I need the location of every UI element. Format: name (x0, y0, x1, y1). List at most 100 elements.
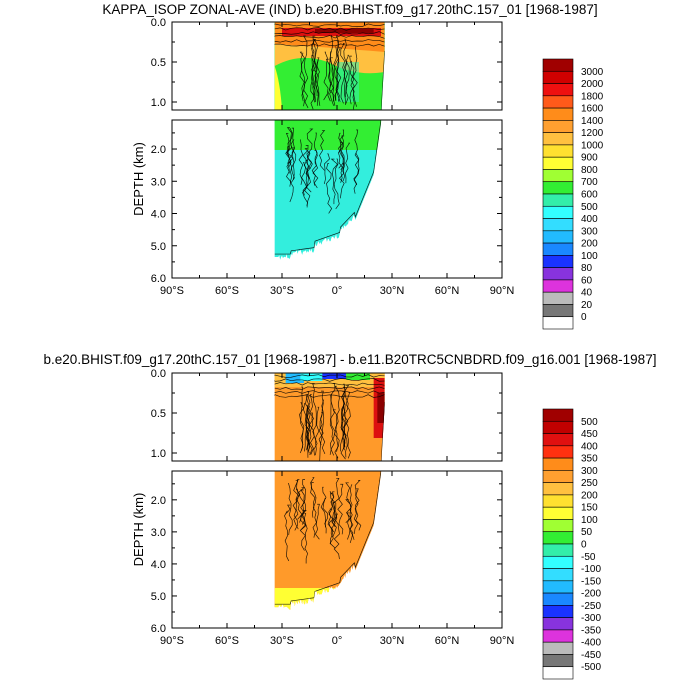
y-tick-label: 1.0 (151, 97, 166, 109)
x-tick-label: 30°N (380, 285, 405, 297)
colorbar-label: 1200 (581, 128, 604, 139)
colorbar-label: -400 (581, 638, 601, 649)
x-tick-label: 30°S (270, 635, 294, 647)
colorbar-label: 3000 (581, 67, 604, 78)
colorbar-label: 700 (581, 177, 598, 188)
colorbar-box (542, 629, 574, 643)
colorbar-label: -50 (581, 552, 596, 563)
y-tick-label: 0.5 (151, 408, 166, 420)
colorbar-label: 1600 (581, 104, 604, 115)
colorbar-label: 0 (581, 312, 587, 323)
colorbar-box (542, 218, 574, 232)
x-tick-label: 0° (332, 635, 343, 647)
panel-2: b.e20.BHIST.f09_g17.20thC.157_01 [1968-1… (44, 352, 656, 680)
y-tick-label: 5.0 (151, 241, 166, 253)
colorbar-label: 300 (581, 466, 598, 477)
colorbar-label: -250 (581, 601, 601, 612)
colorbar-label: -450 (581, 650, 601, 661)
colorbar-label: -150 (581, 576, 601, 587)
colorbar-label: 1400 (581, 116, 604, 127)
y-tick-label: 2.0 (151, 144, 166, 156)
colorbar-label: 350 (581, 454, 598, 465)
colorbar-label: 40 (581, 288, 593, 299)
colorbar-label: 900 (581, 153, 598, 164)
colorbar-box (542, 242, 574, 256)
colorbar-box (542, 408, 574, 422)
panel-1: KAPPA_ISOP ZONAL-AVE (IND) b.e20.BHIST.f… (102, 2, 604, 330)
colorbar-label: 400 (581, 214, 598, 225)
colorbar-label: 250 (581, 478, 598, 489)
colorbar-label: 400 (581, 441, 598, 452)
colorbar-box (542, 291, 574, 305)
colorbar-box (542, 457, 574, 471)
y-tick-label: 6.0 (151, 273, 166, 285)
x-tick-label: 60°N (435, 635, 460, 647)
colorbar-box (542, 107, 574, 121)
y-tick-label: 6.0 (151, 623, 166, 635)
field-area (274, 22, 385, 260)
colorbar-box (542, 433, 574, 447)
colorbar-box (542, 580, 574, 594)
panel-title: KAPPA_ISOP ZONAL-AVE (IND) b.e20.BHIST.f… (102, 2, 597, 17)
x-tick-label: 90°N (490, 285, 515, 297)
colorbar-label: -100 (581, 564, 601, 575)
y-tick-label: 4.0 (151, 209, 166, 221)
colorbar-box (542, 304, 574, 318)
y-axis-label: DEPTH (km) (131, 493, 146, 567)
x-tick-label: 90°S (160, 635, 184, 647)
colorbar-box (542, 230, 574, 244)
colorbar-box (542, 494, 574, 508)
colorbar-box (542, 169, 574, 183)
colorbar-label: 1000 (581, 140, 604, 151)
colorbar-box (542, 83, 574, 97)
colorbar-label: 80 (581, 263, 593, 274)
colorbar-box (542, 617, 574, 631)
colorbar-label: 2000 (581, 79, 604, 90)
colorbar-box (542, 58, 574, 72)
colorbar-label: 500 (581, 417, 598, 428)
colorbar-box (542, 568, 574, 582)
colorbar-box (542, 205, 574, 219)
colorbar-box (542, 531, 574, 545)
colorbar-box (542, 193, 574, 207)
colorbar-box (542, 267, 574, 281)
colorbar-label: 100 (581, 251, 598, 262)
colorbar-label: 200 (581, 239, 598, 250)
x-tick-label: 30°S (270, 285, 294, 297)
colorbar-box (542, 132, 574, 146)
x-tick-label: 0° (332, 285, 343, 297)
colorbar-box (542, 605, 574, 618)
x-tick-label: 60°N (435, 285, 460, 297)
panel-gap (171, 461, 503, 471)
colorbar-box (542, 470, 574, 483)
y-tick-label: 0.5 (151, 57, 166, 69)
colorbar-label: 300 (581, 226, 598, 237)
colorbar-box (542, 156, 574, 170)
colorbar-box (542, 654, 574, 668)
colorbar-box (542, 519, 574, 533)
colorbar-box (542, 181, 574, 195)
y-tick-label: 0.0 (151, 17, 166, 29)
y-tick-label: 5.0 (151, 591, 166, 603)
colorbar-box (542, 482, 574, 496)
colorbar-box (542, 543, 574, 557)
y-tick-label: 2.0 (151, 495, 166, 507)
colorbar-label: 500 (581, 202, 598, 213)
y-tick-label: 3.0 (151, 176, 166, 188)
colorbar-box (542, 666, 574, 680)
colorbar-label: -350 (581, 625, 601, 636)
colorbar-label: 20 (581, 300, 593, 311)
colorbar-label: 50 (581, 527, 593, 538)
colorbar-box (542, 445, 574, 459)
x-tick-label: 60°S (215, 285, 239, 297)
x-tick-label: 90°S (160, 285, 184, 297)
colorbar-label: 450 (581, 429, 598, 440)
y-tick-label: 4.0 (151, 559, 166, 571)
y-tick-label: 0.0 (151, 368, 166, 380)
colorbar-label: 1800 (581, 91, 604, 102)
colorbar-box (542, 555, 574, 569)
colorbar: 3000200018001600140012001000900800700600… (542, 58, 604, 330)
colorbar-box (542, 316, 574, 330)
colorbar-box (542, 95, 574, 109)
